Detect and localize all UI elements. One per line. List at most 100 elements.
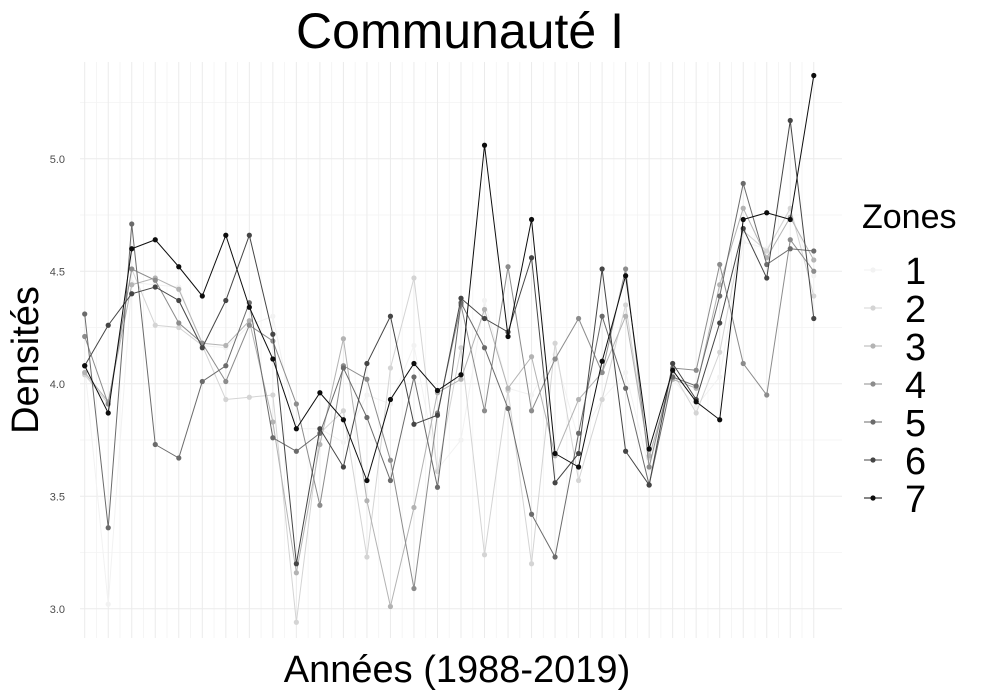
data-point: [811, 273, 817, 279]
data-point: [176, 455, 182, 461]
data-point: [129, 221, 135, 227]
data-point: [528, 392, 535, 398]
data-point: [787, 216, 793, 223]
data-point: [246, 318, 252, 324]
data-point: [434, 468, 441, 475]
data-point: [481, 345, 488, 351]
data-point: [740, 225, 746, 232]
data-point: [787, 246, 793, 252]
data-point: [246, 322, 252, 328]
data-point: [740, 180, 746, 187]
data-point: [82, 369, 88, 376]
data-point: [811, 248, 817, 254]
data-point: [787, 237, 793, 243]
data-point: [575, 396, 582, 403]
data-point: [740, 216, 746, 223]
data-point: [411, 374, 417, 380]
data-point: [552, 480, 558, 486]
data-point: [646, 482, 652, 488]
data-point: [364, 554, 370, 560]
data-point: [246, 232, 252, 238]
data-point: [693, 410, 699, 416]
series-line: [84, 75, 815, 483]
data-point: [787, 117, 793, 124]
data-point: [528, 511, 535, 517]
data-point: [364, 414, 370, 421]
data-point: [481, 552, 488, 558]
data-point: [458, 345, 464, 351]
data-point: [528, 216, 535, 223]
data-point: [340, 408, 347, 414]
y-axis-title: Densités: [5, 286, 47, 434]
data-point: [340, 336, 347, 342]
data-point: [434, 484, 441, 490]
data-point: [176, 264, 182, 270]
legend-key-point: [870, 457, 876, 463]
legend-key-point: [870, 267, 876, 273]
data-point: [364, 376, 370, 382]
data-point: [670, 360, 676, 367]
data-point: [599, 313, 605, 319]
series-line: [84, 206, 815, 623]
data-point: [481, 142, 488, 148]
data-point: [364, 360, 370, 367]
y-tick-label: 4.5: [50, 266, 65, 278]
data-point: [223, 396, 229, 403]
data-point: [317, 502, 323, 508]
data-point: [575, 430, 582, 436]
data-point: [270, 392, 276, 398]
data-point: [552, 554, 558, 560]
data-point: [270, 313, 276, 319]
data-point: [575, 450, 582, 457]
data-point: [364, 498, 370, 504]
data-point: [129, 266, 135, 272]
data-point: [811, 72, 817, 79]
data-point: [740, 360, 746, 367]
data-point: [623, 385, 629, 391]
data-point: [129, 291, 135, 297]
legend-label: 4: [905, 365, 926, 407]
data-point: [693, 367, 699, 373]
data-point: [670, 367, 676, 373]
data-point: [411, 342, 417, 349]
legend-key-point: [870, 305, 876, 311]
data-point: [82, 333, 88, 340]
data-point: [693, 383, 699, 389]
data-point: [575, 464, 582, 470]
data-point: [105, 525, 111, 531]
data-point: [811, 257, 817, 263]
data-point: [105, 601, 111, 607]
data-point: [505, 264, 511, 270]
legend-key-point: [870, 343, 876, 349]
data-point: [434, 412, 441, 418]
data-point: [223, 363, 229, 369]
data-point: [293, 426, 299, 432]
data-point: [129, 282, 135, 288]
legend-label: 5: [905, 403, 926, 445]
data-point: [387, 457, 394, 463]
data-point: [293, 570, 299, 576]
data-point: [387, 477, 394, 484]
data-point: [599, 358, 605, 364]
series-7: [82, 72, 817, 484]
data-point: [270, 356, 276, 362]
data-point: [764, 210, 770, 216]
data-point: [623, 273, 629, 279]
legend-label: 3: [905, 327, 926, 369]
legend-label: 1: [905, 251, 926, 293]
legend-key-point: [870, 419, 876, 425]
data-point: [411, 360, 417, 367]
data-point: [152, 277, 158, 283]
data-point: [82, 363, 88, 369]
data-point: [575, 315, 582, 322]
data-point: [387, 313, 394, 319]
data-point: [223, 342, 229, 349]
data-point: [623, 369, 629, 376]
data-point: [411, 504, 417, 511]
data-point: [717, 349, 723, 355]
data-point: [387, 365, 394, 371]
legend-label: 2: [905, 289, 926, 331]
data-point: [340, 365, 347, 371]
